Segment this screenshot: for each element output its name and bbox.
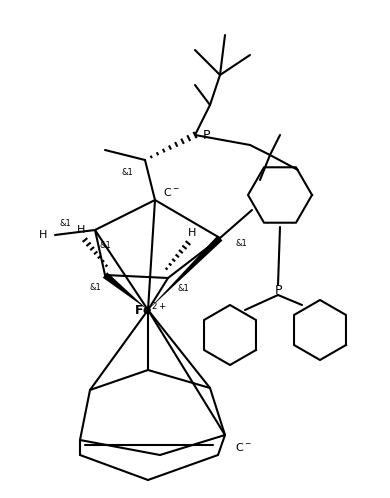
Polygon shape	[103, 272, 148, 310]
Text: &1: &1	[89, 282, 101, 291]
Polygon shape	[148, 236, 222, 310]
Text: Fe$^{2+}$: Fe$^{2+}$	[134, 302, 167, 318]
Text: &1: &1	[100, 241, 112, 249]
Text: &1: &1	[121, 167, 133, 176]
Text: C$^-$: C$^-$	[235, 441, 252, 453]
Text: C$^-$: C$^-$	[163, 186, 180, 198]
Text: P: P	[274, 283, 282, 296]
Text: P: P	[203, 128, 211, 141]
Text: &1: &1	[177, 283, 189, 292]
Text: H: H	[39, 230, 47, 240]
Text: H: H	[188, 228, 196, 238]
Text: &1: &1	[235, 239, 247, 248]
Text: H: H	[77, 225, 85, 235]
Text: &1: &1	[60, 219, 72, 228]
